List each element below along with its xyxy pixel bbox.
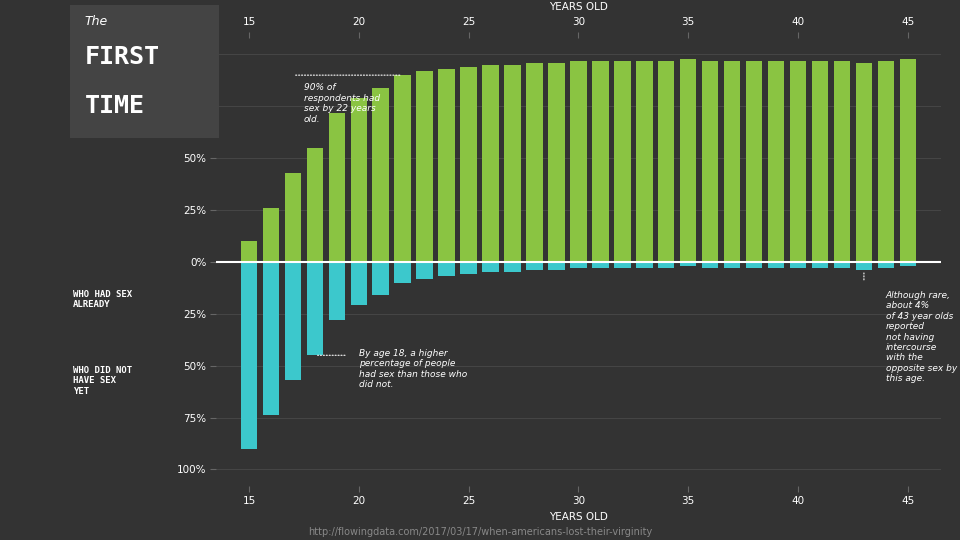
- Bar: [350, 262, 367, 306]
- Text: http://flowingdata.com/2017/03/17/when-americans-lost-their-virginity: http://flowingdata.com/2017/03/17/when-a…: [308, 527, 652, 537]
- Bar: [768, 60, 784, 262]
- Bar: [812, 60, 828, 262]
- Text: WHO HAD SEX
ALREADY: WHO HAD SEX ALREADY: [73, 290, 132, 309]
- Bar: [548, 63, 564, 262]
- Bar: [372, 87, 389, 262]
- Bar: [614, 60, 631, 262]
- Bar: [395, 262, 411, 282]
- Bar: [263, 208, 279, 262]
- Bar: [592, 60, 609, 262]
- Bar: [746, 60, 762, 262]
- Bar: [526, 63, 542, 262]
- Text: The: The: [85, 15, 108, 28]
- Bar: [702, 262, 718, 268]
- Bar: [724, 60, 740, 262]
- Bar: [833, 60, 851, 262]
- Bar: [526, 262, 542, 270]
- Bar: [680, 262, 696, 266]
- Text: Although rare, about 4%
of 43 year olds reported
not having intercourse
with the: Although rare, about 4% of 43 year olds …: [886, 291, 957, 383]
- Bar: [306, 262, 324, 355]
- Bar: [417, 71, 433, 262]
- Bar: [372, 262, 389, 295]
- Bar: [328, 262, 345, 320]
- Bar: [680, 58, 696, 262]
- Bar: [504, 262, 520, 272]
- Bar: [461, 67, 477, 262]
- Bar: [855, 63, 873, 262]
- Bar: [900, 58, 916, 262]
- Bar: [570, 60, 587, 262]
- Bar: [833, 262, 851, 268]
- Bar: [592, 262, 609, 268]
- Bar: [702, 60, 718, 262]
- Bar: [790, 60, 806, 262]
- Bar: [636, 60, 653, 262]
- Text: By age 18, a higher
percentage of people
had sex than those who
did not.: By age 18, a higher percentage of people…: [359, 349, 467, 389]
- Bar: [658, 262, 675, 268]
- Bar: [241, 262, 257, 449]
- Bar: [877, 262, 894, 268]
- Bar: [263, 262, 279, 415]
- Text: WHO DID NOT
HAVE SEX
YET: WHO DID NOT HAVE SEX YET: [73, 366, 132, 396]
- Bar: [768, 262, 784, 268]
- Bar: [328, 112, 345, 262]
- Text: FIRST: FIRST: [85, 45, 160, 69]
- Bar: [504, 65, 520, 262]
- Bar: [284, 262, 301, 380]
- Bar: [439, 69, 455, 262]
- Bar: [812, 262, 828, 268]
- Bar: [724, 262, 740, 268]
- Bar: [636, 262, 653, 268]
- Bar: [417, 262, 433, 279]
- X-axis label: YEARS OLD: YEARS OLD: [549, 512, 608, 522]
- Bar: [855, 262, 873, 270]
- Text: TIME: TIME: [85, 94, 145, 118]
- Bar: [241, 241, 257, 262]
- Bar: [570, 262, 587, 268]
- Bar: [306, 148, 324, 262]
- Bar: [439, 262, 455, 276]
- Bar: [482, 262, 499, 272]
- Bar: [614, 262, 631, 268]
- Bar: [900, 262, 916, 266]
- Bar: [790, 262, 806, 268]
- Bar: [350, 98, 367, 262]
- Bar: [284, 173, 301, 262]
- Bar: [548, 262, 564, 270]
- Bar: [395, 75, 411, 262]
- X-axis label: YEARS OLD: YEARS OLD: [549, 3, 608, 12]
- Text: 90% of
respondents had
sex by 22 years
old.: 90% of respondents had sex by 22 years o…: [304, 84, 380, 124]
- Bar: [877, 60, 894, 262]
- Bar: [461, 262, 477, 274]
- Bar: [746, 262, 762, 268]
- Bar: [482, 65, 499, 262]
- Bar: [658, 60, 675, 262]
